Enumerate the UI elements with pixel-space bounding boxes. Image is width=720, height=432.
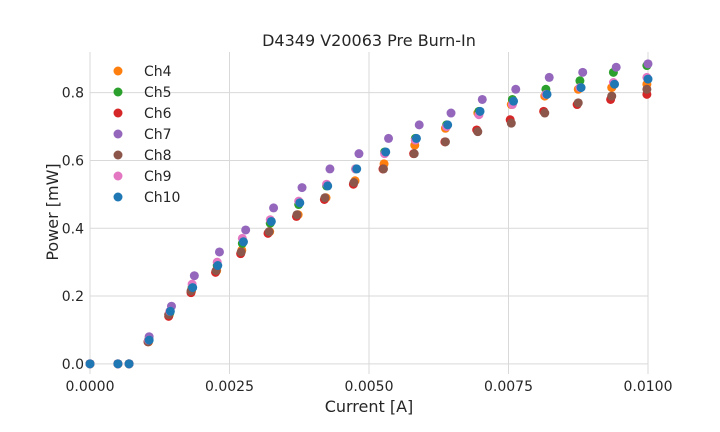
data-point	[642, 84, 652, 94]
legend-label: Ch8	[144, 148, 172, 164]
y-tick-label: 0.4	[62, 221, 84, 237]
data-point	[446, 108, 456, 118]
data-point	[85, 359, 95, 369]
data-point	[113, 359, 123, 369]
data-point	[264, 227, 274, 237]
data-point	[354, 149, 364, 159]
y-tick-label: 0.0	[62, 357, 84, 373]
data-point	[573, 98, 583, 108]
data-point	[540, 108, 550, 118]
legend-marker	[113, 192, 123, 202]
data-point	[352, 164, 362, 174]
y-axis-ticks: 0.0 0.2 0.4 0.6 0.8	[62, 86, 84, 373]
data-point	[213, 261, 223, 271]
data-point	[320, 193, 330, 203]
data-point	[349, 177, 359, 187]
legend-label: Ch4	[144, 64, 172, 80]
data-point	[189, 271, 199, 281]
data-point	[292, 210, 302, 220]
data-point	[266, 216, 276, 226]
legend-marker	[113, 87, 123, 97]
x-tick-label: 0.0025	[205, 379, 254, 395]
data-point	[238, 237, 248, 247]
data-point	[511, 84, 521, 94]
y-tick-label: 0.2	[62, 289, 84, 305]
data-point	[165, 306, 175, 316]
data-point	[643, 59, 653, 69]
legend-label: Ch5	[144, 85, 172, 101]
data-point	[381, 147, 391, 157]
data-points	[85, 59, 653, 369]
legend-marker	[113, 108, 123, 118]
data-point	[414, 120, 424, 130]
data-point	[269, 203, 279, 213]
data-point	[124, 359, 134, 369]
data-point	[473, 127, 483, 137]
y-tick-label: 0.6	[62, 153, 84, 169]
data-point	[477, 94, 487, 104]
legend-label: Ch10	[144, 190, 180, 206]
legend-marker	[113, 129, 123, 139]
data-point	[411, 133, 421, 143]
x-tick-label: 0.0000	[66, 379, 115, 395]
data-point	[241, 225, 251, 235]
y-axis-label: Power [mW]	[43, 163, 62, 260]
legend-label: Ch6	[144, 106, 172, 122]
x-axis-label: Current [A]	[325, 397, 414, 416]
series-ch10	[85, 74, 653, 369]
data-point	[643, 74, 653, 84]
data-point	[576, 83, 586, 93]
data-point	[379, 164, 389, 174]
data-point	[214, 247, 224, 257]
data-point	[575, 76, 585, 86]
data-point	[188, 283, 198, 293]
data-point	[295, 198, 305, 208]
y-tick-label: 0.8	[62, 86, 84, 102]
x-tick-label: 0.0100	[624, 379, 673, 395]
data-point	[443, 120, 453, 130]
legend-marker	[113, 66, 123, 76]
x-tick-label: 0.0050	[345, 379, 394, 395]
data-point	[610, 79, 620, 89]
data-point	[509, 96, 519, 106]
data-point	[506, 118, 516, 128]
data-point	[440, 137, 450, 147]
chart-title: D4349 V20063 Pre Burn-In	[262, 31, 476, 50]
data-point	[475, 106, 485, 116]
data-point	[611, 62, 621, 72]
data-point	[607, 91, 617, 101]
data-point	[144, 335, 154, 345]
data-point	[578, 67, 588, 77]
legend-label: Ch7	[144, 127, 172, 143]
data-point	[323, 181, 333, 191]
legend-marker	[113, 171, 123, 181]
x-axis-ticks: 0.0000 0.0025 0.0050 0.0075 0.0100	[66, 379, 673, 395]
data-point	[409, 149, 419, 159]
data-point	[236, 247, 246, 257]
data-point	[325, 164, 335, 174]
legend: Ch4 Ch5 Ch6 Ch7 Ch8 Ch9 Ch10	[113, 64, 180, 206]
plot-area: Ch4 Ch5 Ch6 Ch7 Ch8 Ch9 Ch10	[85, 52, 653, 374]
data-point	[544, 72, 554, 82]
data-point	[542, 89, 552, 99]
grid	[89, 52, 649, 374]
legend-label: Ch9	[144, 169, 172, 185]
data-point	[384, 133, 394, 143]
legend-marker	[113, 150, 123, 160]
x-tick-label: 0.0075	[484, 379, 533, 395]
data-point	[297, 183, 307, 193]
